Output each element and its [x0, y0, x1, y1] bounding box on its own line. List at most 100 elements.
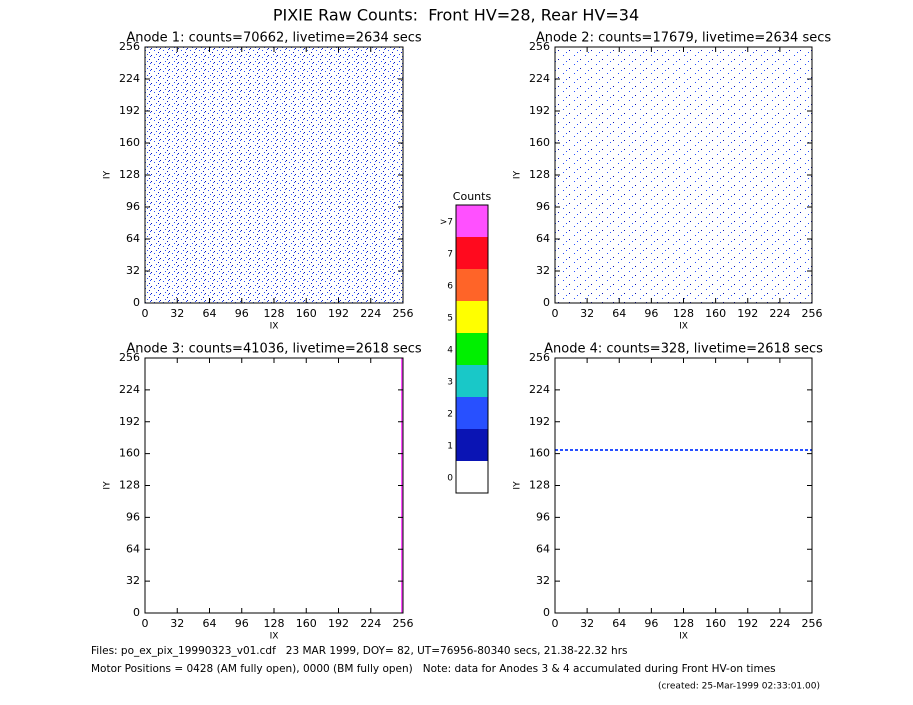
x-tick-label: 0 — [552, 307, 559, 320]
y-tick-label: 160 — [529, 136, 550, 149]
y-tick-label: 224 — [529, 72, 550, 85]
x-tick-label: 160 — [296, 617, 317, 630]
x-tick-label: 160 — [705, 617, 726, 630]
footer-line: Motor Positions = 0428 (AM fully open), … — [91, 663, 776, 675]
x-tick-label: 256 — [393, 307, 414, 320]
colorbar-label: 6 — [447, 282, 453, 292]
colorbar-label: 7 — [447, 250, 453, 260]
y-tick-label: 160 — [529, 447, 550, 460]
x-tick-label: 224 — [769, 617, 790, 630]
x-tick-label: 128 — [673, 617, 694, 630]
colorbar-cell — [456, 237, 488, 269]
x-tick-label: 0 — [142, 617, 149, 630]
y-tick-label: 256 — [119, 40, 140, 53]
panel-title: Anode 3: counts=41036, livetime=2618 sec… — [126, 342, 422, 357]
y-tick-label: 0 — [133, 296, 140, 309]
x-tick-label: 128 — [673, 307, 694, 320]
colorbar-label: 2 — [447, 410, 453, 420]
plot-frame — [554, 357, 813, 614]
colorbar-label: 4 — [447, 346, 453, 356]
x-tick-label: 224 — [360, 307, 381, 320]
y-tick-label: 64 — [536, 232, 550, 245]
x-tick-label: 160 — [705, 307, 726, 320]
y-tick-label: 32 — [536, 574, 550, 587]
x-tick-label: 64 — [612, 307, 626, 320]
image-texture — [145, 47, 403, 303]
x-tick-label: 192 — [737, 307, 758, 320]
y-tick-label: 0 — [543, 296, 550, 309]
y-tick-label: 96 — [536, 200, 550, 213]
plot-frame — [144, 357, 404, 614]
x-tick-label: 256 — [802, 617, 823, 630]
y-tick-label: 96 — [536, 510, 550, 523]
colorbar-cell — [456, 461, 488, 493]
image-texture — [555, 47, 812, 303]
y-tick-label: 128 — [529, 479, 550, 492]
y-tick-label: 96 — [126, 200, 140, 213]
y-tick-label: 32 — [126, 574, 140, 587]
panel-title: Anode 1: counts=70662, livetime=2634 sec… — [126, 31, 422, 46]
y-tick-label: 256 — [119, 351, 140, 364]
y-tick-label: 224 — [119, 72, 140, 85]
y-tick-label: 160 — [119, 136, 140, 149]
colorbar-cell — [456, 301, 488, 333]
panel-title: Anode 4: counts=328, livetime=2618 secs — [544, 342, 823, 357]
x-tick-label: 192 — [328, 617, 349, 630]
x-tick-label: 32 — [170, 307, 184, 320]
x-tick-label: 96 — [644, 617, 658, 630]
colorbar-label: >7 — [440, 218, 453, 228]
x-tick-label: 160 — [296, 307, 317, 320]
x-axis-label: IX — [679, 322, 688, 332]
x-tick-label: 128 — [264, 307, 285, 320]
x-tick-label: 64 — [203, 617, 217, 630]
colorbar-frame — [455, 204, 489, 494]
page-title: PIXIE Raw Counts: Front HV=28, Rear HV=3… — [273, 6, 639, 25]
y-axis-label: IY — [103, 481, 113, 490]
y-tick-label: 192 — [529, 104, 550, 117]
x-tick-label: 256 — [802, 307, 823, 320]
y-tick-label: 192 — [119, 104, 140, 117]
x-tick-label: 96 — [235, 617, 249, 630]
y-tick-label: 192 — [529, 415, 550, 428]
footer-line: Files: po_ex_pix_19990323_v01.cdf 23 MAR… — [91, 645, 628, 657]
x-tick-label: 224 — [769, 307, 790, 320]
y-tick-label: 256 — [529, 351, 550, 364]
y-tick-label: 32 — [536, 264, 550, 277]
x-tick-label: 32 — [170, 617, 184, 630]
colorbar-title: Counts — [453, 190, 492, 203]
colorbar-cell — [456, 365, 488, 397]
panel-title: Anode 2: counts=17679, livetime=2634 sec… — [536, 31, 832, 46]
colorbar-label: 3 — [447, 378, 453, 388]
colorbar-cell — [456, 333, 488, 365]
x-axis-label: IX — [270, 632, 279, 642]
y-tick-label: 128 — [119, 168, 140, 181]
footer: Files: po_ex_pix_19990323_v01.cdf 23 MAR… — [91, 645, 820, 692]
colorbar-cell — [456, 269, 488, 301]
y-tick-label: 192 — [119, 415, 140, 428]
y-tick-label: 160 — [119, 447, 140, 460]
y-tick-label: 64 — [126, 542, 140, 555]
colorbar-label: 0 — [447, 474, 453, 484]
y-tick-label: 0 — [133, 606, 140, 619]
y-tick-label: 224 — [529, 383, 550, 396]
x-tick-label: 32 — [580, 617, 594, 630]
colorbar-cell — [456, 429, 488, 461]
x-tick-label: 0 — [552, 617, 559, 630]
x-tick-label: 96 — [235, 307, 249, 320]
x-tick-label: 96 — [644, 307, 658, 320]
y-tick-label: 32 — [126, 264, 140, 277]
y-tick-label: 128 — [529, 168, 550, 181]
y-tick-label: 224 — [119, 383, 140, 396]
x-tick-label: 32 — [580, 307, 594, 320]
x-tick-label: 192 — [737, 617, 758, 630]
y-axis-label: IY — [513, 170, 523, 179]
colorbar-label: 5 — [447, 314, 453, 324]
y-tick-label: 64 — [536, 542, 550, 555]
y-axis-label: IY — [513, 481, 523, 490]
x-axis-label: IX — [679, 632, 688, 642]
colorbar-cell — [456, 205, 488, 237]
y-axis-label: IY — [103, 170, 113, 179]
colorbar-label: 1 — [447, 442, 453, 452]
y-tick-label: 128 — [119, 479, 140, 492]
